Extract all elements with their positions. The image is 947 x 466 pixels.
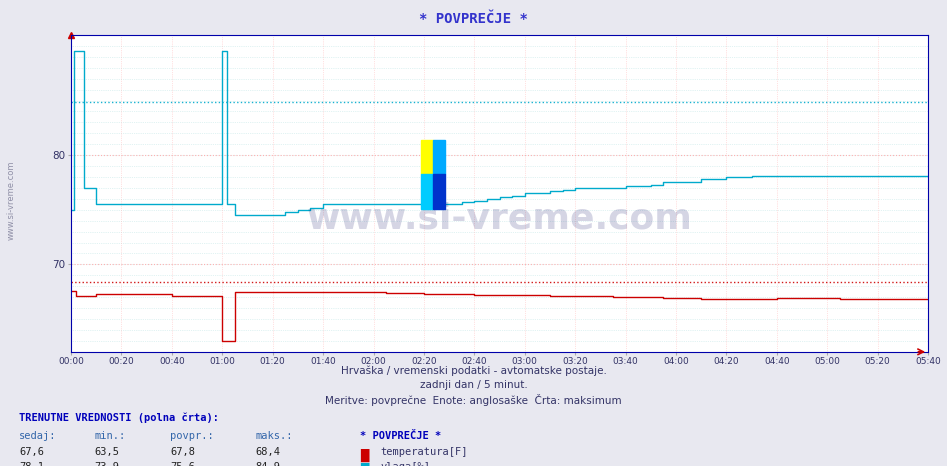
Text: 84,9: 84,9 <box>256 462 280 466</box>
Text: 67,6: 67,6 <box>19 447 44 457</box>
Bar <box>433 174 445 209</box>
Text: maks.:: maks.: <box>256 431 294 441</box>
Text: vlaga[%]: vlaga[%] <box>381 462 431 466</box>
Text: povpr.:: povpr.: <box>170 431 214 441</box>
Text: Meritve: povprečne  Enote: anglosaške  Črta: maksimum: Meritve: povprečne Enote: anglosaške Črt… <box>325 394 622 406</box>
Text: ▉: ▉ <box>360 448 369 461</box>
Text: Hrvaška / vremenski podatki - avtomatske postaje.: Hrvaška / vremenski podatki - avtomatske… <box>341 366 606 377</box>
Text: www.si-vreme.com: www.si-vreme.com <box>307 202 692 236</box>
Text: sedaj:: sedaj: <box>19 431 57 441</box>
Text: 73,9: 73,9 <box>95 462 119 466</box>
Text: 63,5: 63,5 <box>95 447 119 457</box>
Text: ▉: ▉ <box>360 463 369 466</box>
Text: temperatura[F]: temperatura[F] <box>381 447 468 457</box>
Bar <box>420 139 433 174</box>
Text: 75,6: 75,6 <box>170 462 195 466</box>
Text: www.si-vreme.com: www.si-vreme.com <box>7 161 16 240</box>
Text: 68,4: 68,4 <box>256 447 280 457</box>
Text: * POVPREČJE *: * POVPREČJE * <box>360 431 441 441</box>
Text: 67,8: 67,8 <box>170 447 195 457</box>
Text: min.:: min.: <box>95 431 126 441</box>
Text: 78,1: 78,1 <box>19 462 44 466</box>
Text: zadnji dan / 5 minut.: zadnji dan / 5 minut. <box>420 380 527 390</box>
Text: * POVPREČJE *: * POVPREČJE * <box>420 12 527 26</box>
Bar <box>420 174 433 209</box>
Text: TRENUTNE VREDNOSTI (polna črta):: TRENUTNE VREDNOSTI (polna črta): <box>19 412 219 423</box>
Bar <box>433 139 445 174</box>
